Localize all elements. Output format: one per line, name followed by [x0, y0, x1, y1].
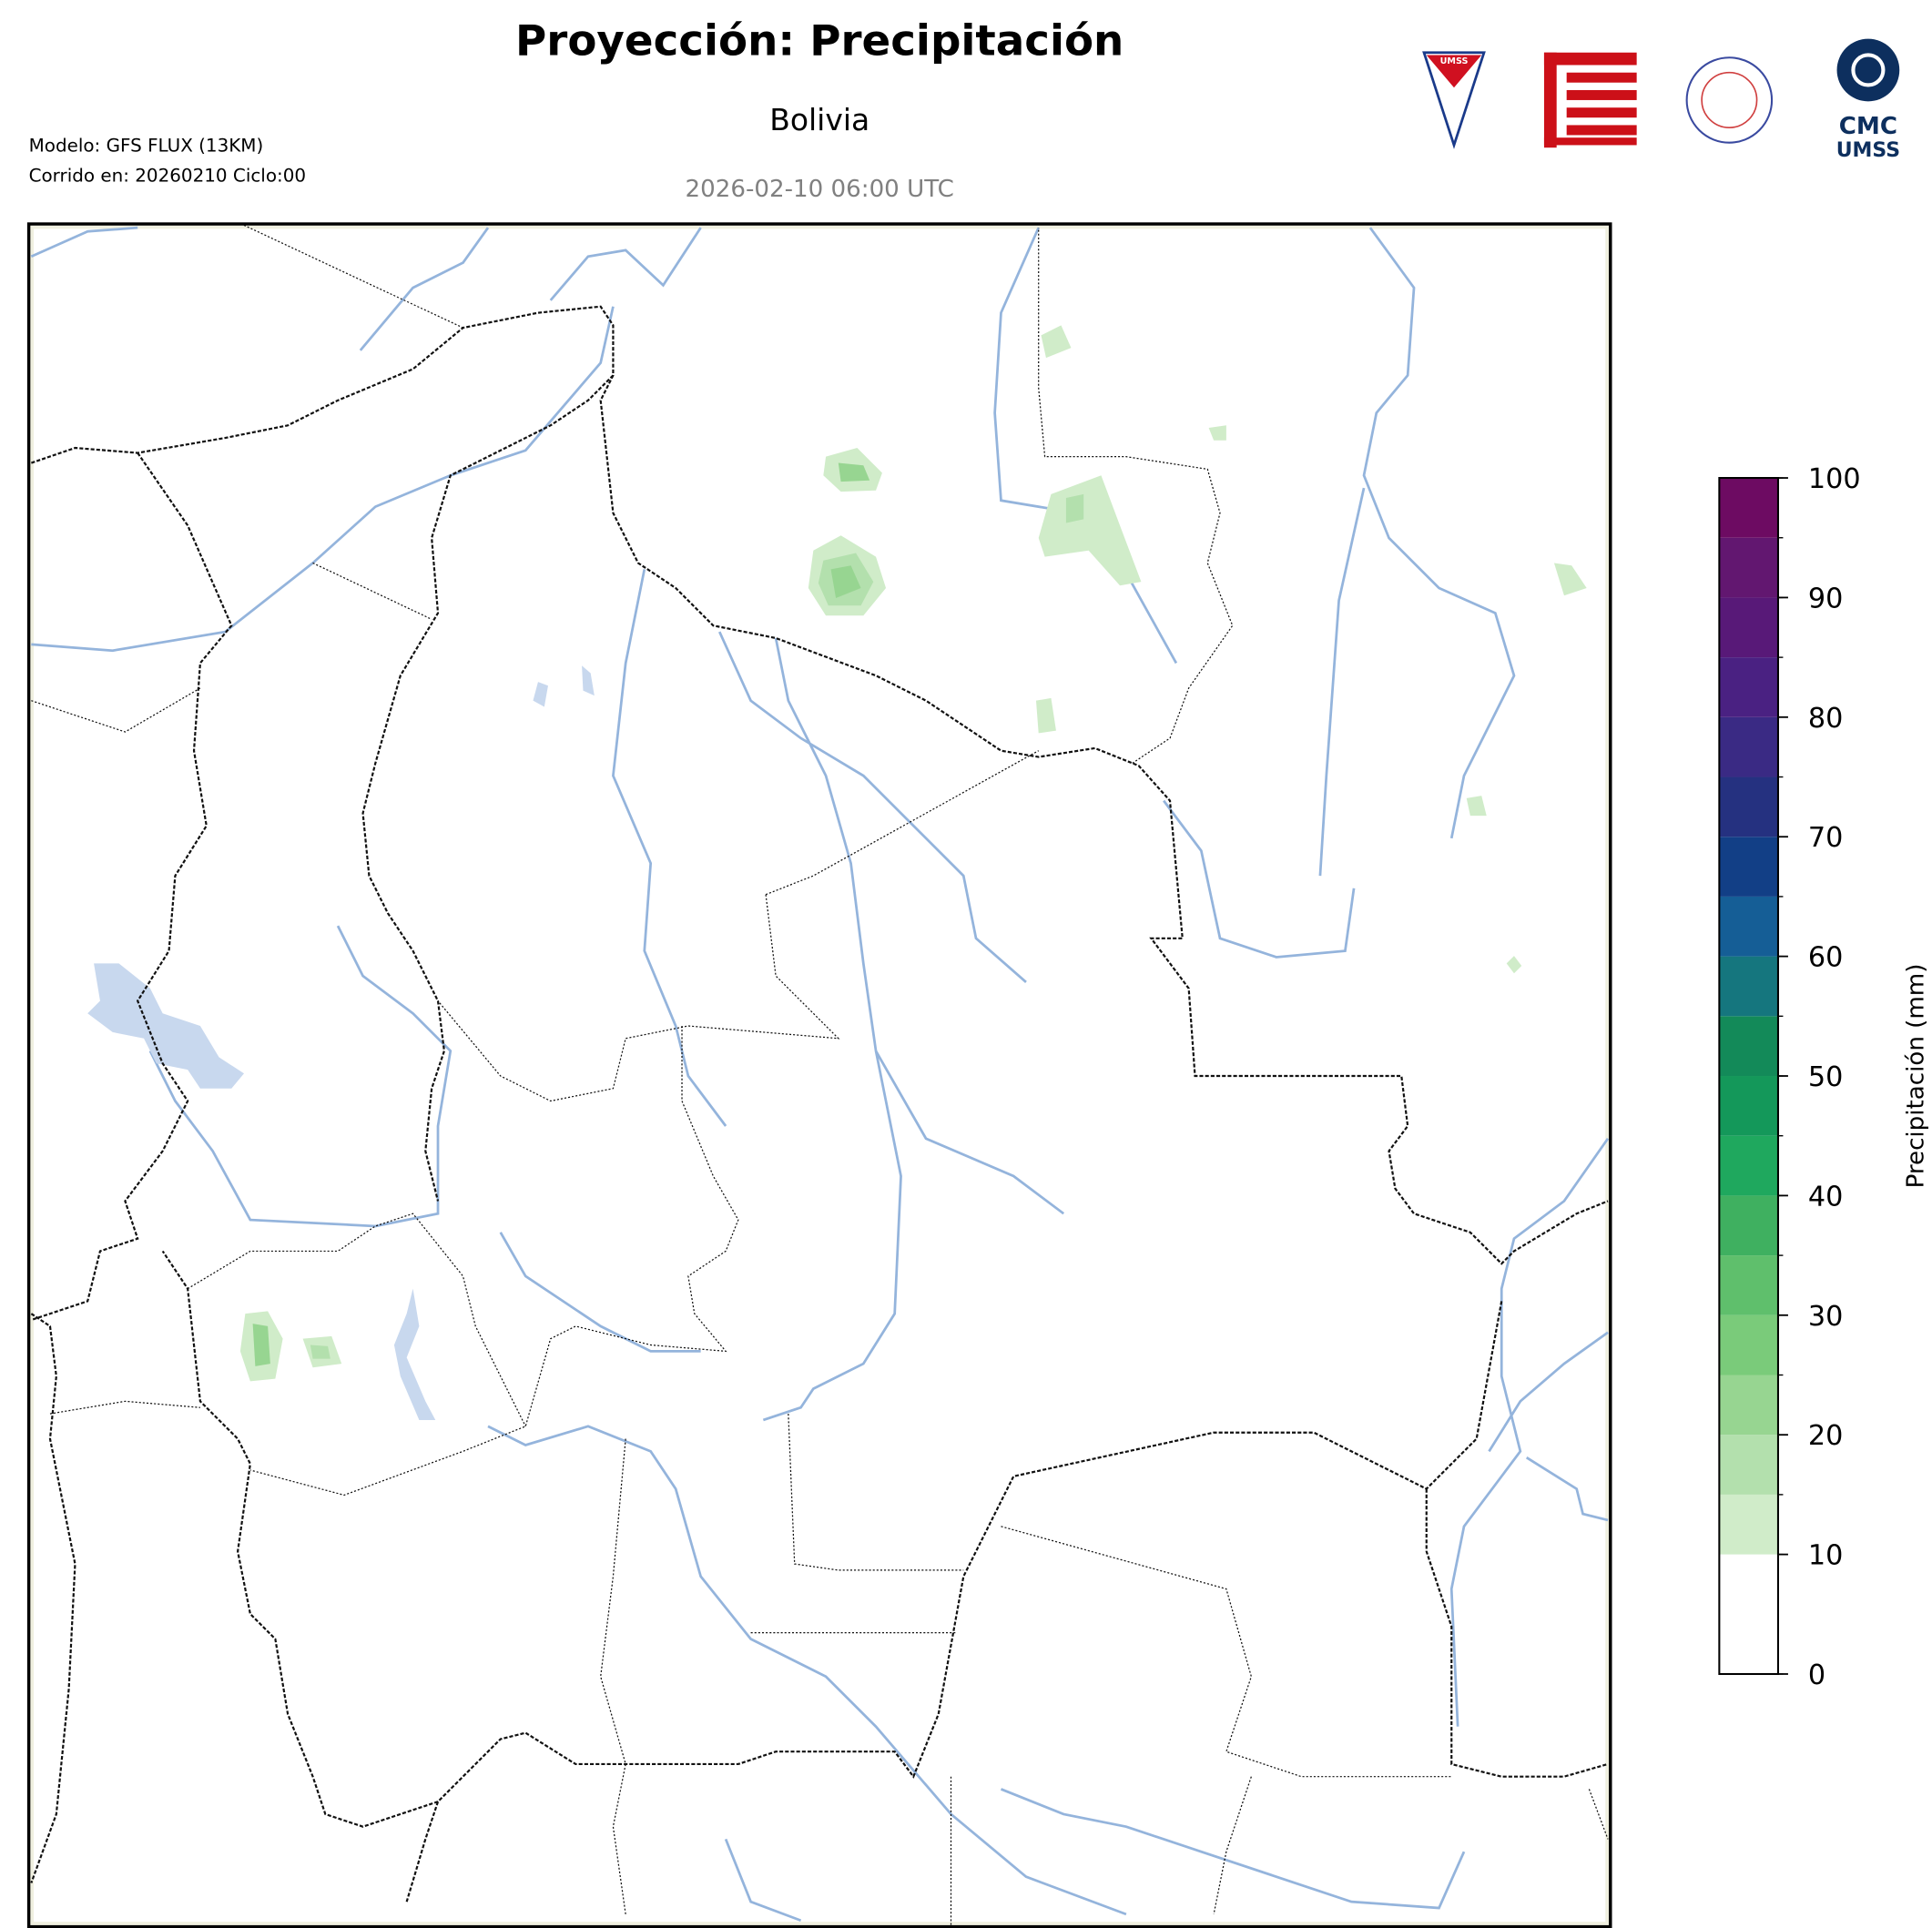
colorbar-band: [1719, 956, 1778, 1017]
colorbar-band: [1719, 1016, 1778, 1077]
valid-time: 2026-02-10 06:00 UTC: [686, 176, 954, 203]
colorbar-band: [1719, 1135, 1778, 1196]
colorbar-tick-label: 50: [1808, 1061, 1843, 1093]
logos: UMSS CMC UMSS: [1422, 38, 1900, 162]
cmc-text-2: UMSS: [1836, 139, 1900, 162]
colorbar-tick-label: 30: [1808, 1301, 1843, 1333]
title: Proyección: Precipitación: [515, 16, 1124, 66]
colorbar-tick-label: 100: [1808, 463, 1861, 495]
umss-text: UMSS: [1440, 56, 1469, 66]
colorbar-band: [1719, 478, 1778, 538]
colorbar-tick-label: 20: [1808, 1420, 1843, 1452]
fcyt-logo: [1543, 52, 1637, 148]
colorbar-tick-label: 10: [1808, 1540, 1843, 1572]
cmc-logo: [1836, 38, 1900, 102]
colorbar-tick-label: 90: [1808, 583, 1843, 614]
colorbar-band: [1719, 1076, 1778, 1136]
colorbar-label: Precipitación (mm): [1902, 964, 1929, 1189]
colorbar-tick-label: 70: [1808, 822, 1843, 854]
borders: [30, 305, 1609, 1903]
colorbar-band: [1719, 657, 1778, 717]
colorbar-tick-label: 60: [1808, 942, 1843, 974]
fisica-logo-inner: [1701, 71, 1758, 129]
colorbar-tick-label: 40: [1808, 1181, 1843, 1213]
colorbar-band: [1719, 776, 1778, 837]
colorbar-band: [1719, 1375, 1778, 1436]
colorbar: 0 10 20 30 40 50 60 70 80 90 100: [1718, 463, 1861, 1691]
map-frame: [26, 222, 1612, 1928]
departments: [31, 224, 1609, 1927]
umss-red: [1426, 55, 1482, 88]
precipitation-areas: [239, 325, 1587, 1382]
cmc-text: CMC: [1839, 113, 1897, 140]
colorbar-band: [1719, 1494, 1778, 1555]
colorbar-band: [1719, 597, 1778, 658]
colorbar-band: [1719, 1554, 1778, 1674]
colorbar-band: [1719, 896, 1778, 957]
colorbar-band: [1719, 1255, 1778, 1315]
colorbar-band: [1719, 537, 1778, 598]
colorbar-band: [1719, 1435, 1778, 1495]
cmc-logo-ring: [1851, 53, 1886, 87]
rivers: [30, 226, 1610, 1923]
lakes: [87, 665, 595, 1420]
colorbar-band: [1719, 1195, 1778, 1256]
umss-shield: [1422, 51, 1486, 149]
fisica-logo: [1685, 56, 1774, 144]
colorbar-band: [1719, 837, 1778, 897]
colorbar-tick-label: 80: [1808, 703, 1843, 735]
colorbar-band: [1719, 716, 1778, 777]
model-label: Modelo: GFS FLUX (13KM): [29, 135, 264, 156]
colorbar-band: [1719, 1314, 1778, 1375]
subtitle: Bolivia: [769, 102, 869, 137]
colorbar-tick-label: 0: [1808, 1659, 1825, 1691]
map: [26, 222, 1612, 1928]
run-label: Corrido en: 20260210 Ciclo:00: [29, 165, 306, 186]
